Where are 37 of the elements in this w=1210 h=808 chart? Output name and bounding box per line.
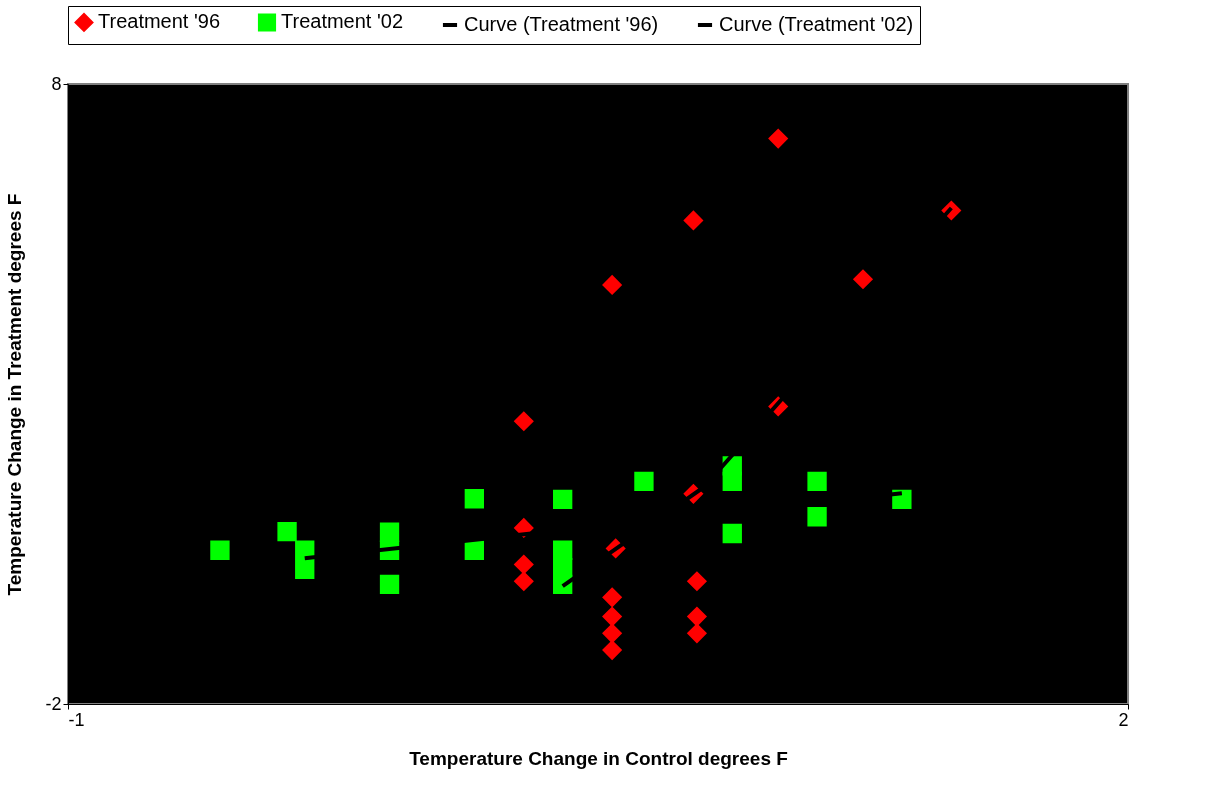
point [553,489,573,510]
x-tick-label: 2 [1118,709,1129,730]
point [464,489,484,509]
point [687,623,707,643]
point [379,574,400,594]
point [602,587,622,608]
point [514,571,534,591]
x-axis-title: Temperature Change in Control degrees F [409,747,788,769]
point [210,540,230,560]
y-tick-label: 8 [51,73,62,94]
point [277,521,297,542]
point [853,269,873,289]
point [602,623,622,643]
point [295,559,315,580]
legend-label: Curve (Treatment '02) [719,13,914,35]
point [514,411,534,431]
point [683,210,704,231]
point [602,275,622,295]
point [687,606,707,627]
point [768,128,788,149]
point [379,522,400,542]
point [722,471,742,492]
point [514,554,534,575]
point [634,471,654,492]
legend-label: Curve (Treatment '96) [464,13,659,35]
legend-label: Treatment '02 [281,10,404,33]
point [722,523,742,544]
y-axis-title: Temperature Change in Treatment degrees F [4,193,26,596]
point [807,507,827,527]
y-tick-label: -2 [45,693,62,714]
point [687,571,707,591]
point [602,606,622,627]
point [602,640,622,660]
legend-label: Treatment '96 [98,10,221,33]
point [464,540,484,560]
x-tick-label: -1 [68,709,85,730]
point [807,471,827,492]
